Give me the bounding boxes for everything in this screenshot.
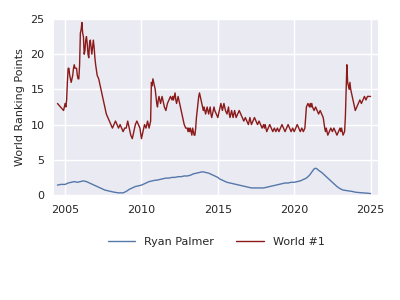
Ryan Palmer bbox=[313, 167, 318, 170]
Ryan Palmer bbox=[55, 183, 60, 187]
World #1 bbox=[130, 137, 135, 140]
World #1 bbox=[80, 31, 85, 35]
World #1 bbox=[313, 105, 318, 109]
World #1 bbox=[340, 130, 345, 134]
World #1 bbox=[321, 116, 326, 119]
Line: World #1: World #1 bbox=[58, 22, 370, 139]
World #1 bbox=[80, 21, 84, 24]
Ryan Palmer bbox=[368, 192, 373, 195]
World #1 bbox=[55, 102, 60, 105]
Line: Ryan Palmer: Ryan Palmer bbox=[58, 168, 370, 194]
World #1 bbox=[368, 94, 373, 98]
Ryan Palmer bbox=[223, 180, 228, 183]
Ryan Palmer bbox=[295, 180, 300, 183]
Ryan Palmer bbox=[261, 186, 266, 190]
Legend: Ryan Palmer, World #1: Ryan Palmer, World #1 bbox=[103, 232, 329, 251]
Ryan Palmer bbox=[276, 183, 281, 186]
World #1 bbox=[202, 109, 207, 112]
World #1 bbox=[328, 126, 333, 130]
Ryan Palmer bbox=[356, 191, 361, 194]
Y-axis label: World Ranking Points: World Ranking Points bbox=[15, 48, 25, 166]
Ryan Palmer bbox=[157, 178, 162, 181]
